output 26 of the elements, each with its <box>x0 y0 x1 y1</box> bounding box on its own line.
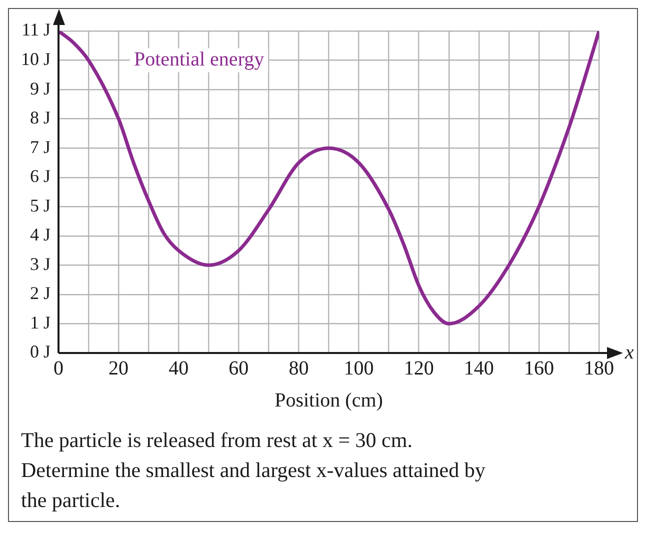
x-tick-label: 120 <box>404 357 434 380</box>
x-tick-label: 160 <box>524 357 554 380</box>
y-tick-label: 10 J <box>20 49 51 70</box>
y-tick-label: 5 J <box>30 195 51 216</box>
y-tick-label: 3 J <box>30 254 51 274</box>
text: x <box>624 341 634 364</box>
x-tick-label: 180 <box>584 357 614 380</box>
y-tick-label: 8 J <box>30 108 51 128</box>
x-axis-title: Position (cm) <box>274 389 383 412</box>
y-tick-label: 6 J <box>30 166 51 186</box>
text: The particle is released from rest at x = 30 cm. Determine the smallest and largest x-values attained by the particle. <box>20 427 486 514</box>
x-tick-label: 40 <box>168 357 189 380</box>
x-tick-label: 80 <box>288 357 309 380</box>
x-tick-label: 0 <box>54 357 64 380</box>
y-tick-label: 9 J <box>30 78 51 98</box>
y-tick-label: 7 J <box>30 136 51 157</box>
x-tick-label: 20 <box>108 357 129 380</box>
x-tick-label: 100 <box>344 357 374 380</box>
x-tick-label: 140 <box>464 357 494 380</box>
series-label: Potential energy <box>134 48 264 71</box>
y-tick-label: 4 J <box>30 224 51 245</box>
x-tick-label: 60 <box>228 357 249 380</box>
y-tick-label: 1 J <box>30 312 51 332</box>
y-tick-label: 0 J <box>30 342 51 362</box>
y-tick-label: 11 J <box>22 20 51 40</box>
y-tick-label: 2 J <box>30 283 51 304</box>
